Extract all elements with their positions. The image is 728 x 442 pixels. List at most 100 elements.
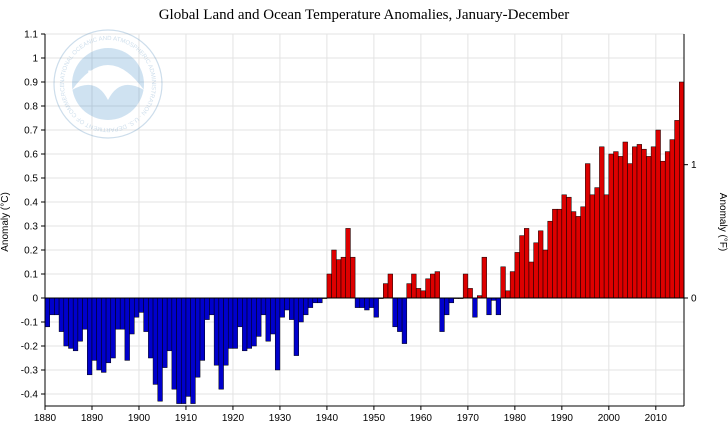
bar-1942 — [336, 259, 342, 299]
bar-1950 — [373, 297, 379, 318]
y-tick-label: -0.2 — [21, 342, 39, 353]
bar-1938 — [317, 297, 323, 304]
bar-1984 — [533, 242, 539, 299]
y-axis-label-fahrenheit: Anomaly (°F) — [717, 193, 728, 251]
bar-1899 — [134, 297, 140, 318]
bar-1983 — [528, 261, 534, 299]
bar-1920 — [232, 297, 238, 349]
bar-1954 — [392, 297, 398, 328]
noaa-seal-acronym: NOAA — [87, 67, 128, 83]
bar-1891 — [96, 297, 102, 371]
bar-1947 — [359, 297, 365, 308]
bar-1935 — [303, 297, 309, 316]
bar-1927 — [265, 297, 271, 342]
bar-1896 — [119, 297, 126, 330]
chart-title: Global Land and Ocean Temperature Anomal… — [159, 7, 570, 23]
bar-1936 — [307, 297, 314, 308]
bar-1932 — [289, 297, 295, 320]
axes: -0.4 -0.3 -0.2 -0.1 0 0.1 0.2 0.3 0.4 0.5 0.6 0.7 0.… — [21, 30, 697, 425]
x-tick-label: 1970 — [457, 413, 480, 424]
bar-1904 — [157, 297, 163, 402]
x-tick-label: 1910 — [175, 413, 198, 424]
y-right-tick-label: 0 — [691, 294, 697, 305]
bar-2003 — [622, 141, 628, 299]
bar-1916 — [213, 297, 220, 366]
bar-1930 — [279, 297, 285, 318]
bar-1996 — [589, 194, 595, 299]
y-tick-label: -0.3 — [21, 366, 39, 377]
y-tick-label: 0.9 — [24, 78, 38, 89]
bar-1978 — [505, 290, 511, 299]
x-tick-label: 1930 — [269, 413, 292, 424]
y-tick-label: 1.1 — [24, 30, 38, 41]
bar-1901 — [143, 297, 149, 332]
bar-1918 — [223, 297, 229, 366]
bar-1980 — [514, 252, 520, 299]
bar-1912 — [195, 297, 201, 378]
bar-1895 — [115, 297, 121, 330]
bar-1979 — [509, 271, 516, 299]
x-tick-label: 1920 — [222, 413, 245, 424]
bar-1937 — [312, 297, 318, 304]
y-tick-label: 0.4 — [24, 198, 38, 209]
bar-1992 — [570, 211, 577, 299]
y-tick-label: 0.1 — [24, 270, 38, 281]
bar-1962 — [430, 273, 436, 299]
bar-1945 — [350, 256, 356, 299]
bar-1885 — [68, 297, 74, 349]
x-tick-label: 1960 — [410, 413, 433, 424]
y-tick-label: 0.8 — [24, 102, 38, 113]
bar-1907 — [171, 297, 177, 390]
bar-1941 — [331, 249, 337, 299]
bar-1900 — [138, 297, 144, 313]
bar-1981 — [519, 235, 525, 299]
bar-1982 — [524, 228, 530, 299]
bar-1913 — [199, 297, 206, 361]
bar-1989 — [556, 208, 563, 299]
bar-1880 — [44, 297, 50, 328]
bar-1961 — [425, 278, 431, 299]
bar-1894 — [110, 297, 116, 359]
bar-1957 — [406, 283, 412, 299]
bar-1977 — [500, 266, 506, 299]
y-tick-label: 0.6 — [24, 150, 38, 161]
bar-2011 — [660, 160, 666, 299]
bar-1906 — [166, 297, 173, 352]
bar-1890 — [91, 297, 97, 361]
bar-1892 — [101, 297, 107, 373]
y-axis-label-celsius: Anomaly (°C) — [0, 192, 11, 252]
bar-1903 — [152, 297, 159, 385]
bar-1990 — [561, 194, 567, 299]
bar-2004 — [627, 163, 633, 299]
bar-1909 — [181, 297, 187, 404]
bar-1959 — [415, 288, 422, 299]
bar-1910 — [185, 297, 191, 397]
bar-1881 — [49, 297, 55, 316]
bar-1914 — [204, 297, 210, 320]
bar-2007 — [641, 148, 647, 299]
bar-1924 — [251, 297, 257, 347]
bar-1949 — [368, 297, 375, 308]
bar-1965 — [444, 297, 450, 316]
bar-1946 — [354, 297, 361, 308]
bar-2002 — [617, 156, 624, 299]
bar-1971 — [472, 297, 478, 318]
x-tick-label: 1940 — [316, 413, 339, 424]
bar-1998 — [599, 146, 605, 299]
x-tick-label: 1880 — [34, 413, 57, 424]
bar-1915 — [209, 297, 215, 316]
bar-2008 — [646, 156, 652, 299]
bar-1986 — [542, 249, 548, 299]
bar-1882 — [54, 297, 60, 316]
bar-1917 — [218, 297, 224, 390]
bars — [44, 81, 685, 404]
bar-1905 — [162, 297, 168, 368]
bar-1973 — [481, 256, 487, 299]
bar-1994 — [580, 206, 586, 299]
bar-2000 — [608, 153, 614, 299]
bar-1919 — [227, 297, 234, 349]
bar-1974 — [486, 297, 492, 316]
bar-1988 — [552, 208, 558, 299]
x-tick-label: 1980 — [504, 413, 527, 424]
